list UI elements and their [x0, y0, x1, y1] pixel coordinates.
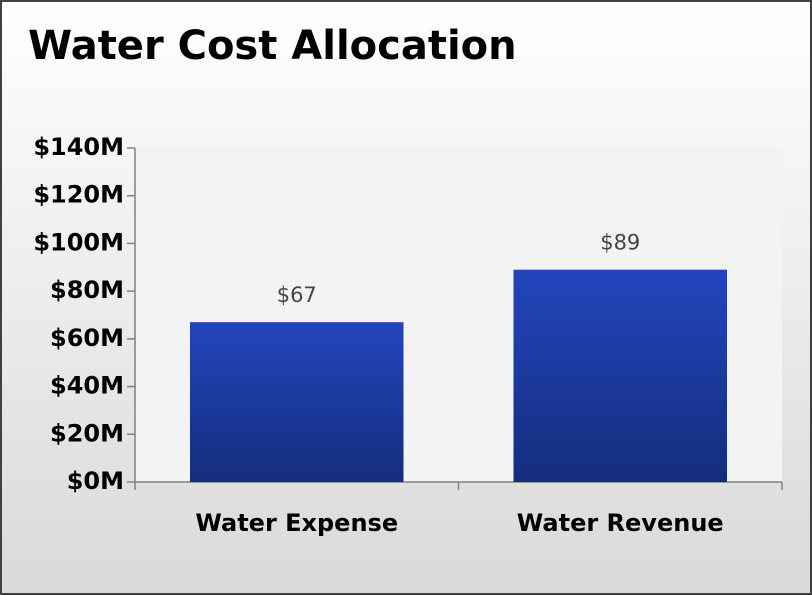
x-tick-label: Water Expense [195, 509, 398, 537]
y-tick-label: $20M [50, 419, 124, 447]
chart-title: Water Cost Allocation [28, 23, 517, 69]
value-label: $67 [277, 283, 317, 307]
y-tick-label: $80M [50, 276, 124, 304]
y-tick-label: $140M [33, 133, 124, 161]
y-tick-label: $60M [50, 324, 124, 352]
y-tick-label: $0M [67, 467, 124, 495]
value-label: $89 [600, 231, 640, 255]
y-tick-label: $100M [33, 228, 124, 256]
x-tick-label: Water Revenue [517, 509, 724, 537]
bar [513, 269, 728, 482]
y-tick-label: $40M [50, 372, 124, 400]
bar [189, 322, 404, 482]
y-tick-label: $120M [33, 181, 124, 209]
